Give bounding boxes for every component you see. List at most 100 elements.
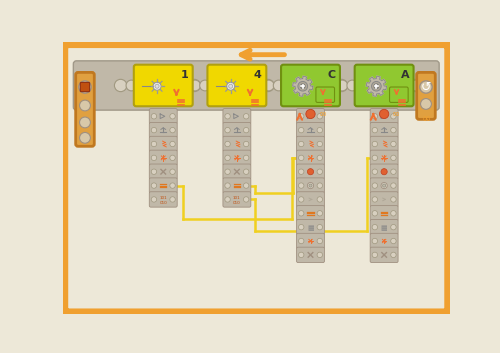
Circle shape <box>372 183 378 188</box>
FancyBboxPatch shape <box>370 164 398 179</box>
FancyBboxPatch shape <box>370 122 398 138</box>
Circle shape <box>298 183 304 188</box>
Circle shape <box>298 155 304 161</box>
Circle shape <box>151 155 156 161</box>
FancyBboxPatch shape <box>296 220 324 235</box>
Circle shape <box>274 80 284 91</box>
Circle shape <box>80 117 90 128</box>
Circle shape <box>317 114 322 119</box>
Circle shape <box>244 197 249 202</box>
FancyBboxPatch shape <box>150 122 177 138</box>
Polygon shape <box>366 76 386 96</box>
Circle shape <box>298 225 304 230</box>
FancyBboxPatch shape <box>150 192 177 207</box>
Circle shape <box>390 155 396 161</box>
Circle shape <box>317 127 322 133</box>
Text: C: C <box>328 70 336 80</box>
Circle shape <box>390 211 396 216</box>
Circle shape <box>381 183 387 189</box>
Circle shape <box>390 169 396 174</box>
Circle shape <box>390 225 396 230</box>
FancyBboxPatch shape <box>296 178 324 193</box>
Text: 101
010: 101 010 <box>233 196 241 204</box>
FancyBboxPatch shape <box>76 72 94 146</box>
Circle shape <box>228 84 232 88</box>
Circle shape <box>409 79 422 92</box>
Circle shape <box>308 183 314 189</box>
FancyBboxPatch shape <box>223 164 251 179</box>
Circle shape <box>170 141 175 147</box>
Circle shape <box>372 114 378 119</box>
FancyBboxPatch shape <box>296 136 324 152</box>
Circle shape <box>151 197 156 202</box>
Circle shape <box>188 79 200 92</box>
Circle shape <box>263 80 274 91</box>
Circle shape <box>170 197 175 202</box>
Circle shape <box>170 169 175 174</box>
FancyBboxPatch shape <box>370 205 398 221</box>
Circle shape <box>390 238 396 244</box>
Circle shape <box>298 127 304 133</box>
FancyBboxPatch shape <box>370 150 398 166</box>
FancyBboxPatch shape <box>150 178 177 193</box>
Circle shape <box>372 127 378 133</box>
Circle shape <box>126 80 137 91</box>
FancyBboxPatch shape <box>64 44 448 313</box>
FancyBboxPatch shape <box>416 72 436 119</box>
Circle shape <box>151 141 156 147</box>
FancyBboxPatch shape <box>296 150 324 166</box>
Text: ∞: ∞ <box>392 109 400 119</box>
Circle shape <box>306 109 315 119</box>
Circle shape <box>225 169 230 174</box>
Circle shape <box>225 141 230 147</box>
Circle shape <box>151 169 156 174</box>
Circle shape <box>374 84 379 89</box>
FancyBboxPatch shape <box>370 233 398 249</box>
Circle shape <box>225 114 230 119</box>
Circle shape <box>372 197 378 202</box>
Circle shape <box>170 155 175 161</box>
Circle shape <box>78 79 90 92</box>
FancyBboxPatch shape <box>134 65 192 106</box>
Circle shape <box>200 80 210 91</box>
Circle shape <box>420 81 432 93</box>
FancyBboxPatch shape <box>223 192 251 207</box>
FancyBboxPatch shape <box>296 247 324 263</box>
Circle shape <box>317 197 322 202</box>
Circle shape <box>390 141 396 147</box>
Circle shape <box>390 183 396 188</box>
FancyBboxPatch shape <box>390 87 408 102</box>
Circle shape <box>317 183 322 188</box>
Circle shape <box>309 184 312 187</box>
Circle shape <box>170 183 175 188</box>
Circle shape <box>372 82 381 91</box>
Text: ∞: ∞ <box>422 114 430 124</box>
Circle shape <box>151 183 156 188</box>
FancyBboxPatch shape <box>150 150 177 166</box>
Text: ↺: ↺ <box>420 80 431 94</box>
Circle shape <box>317 169 322 174</box>
Circle shape <box>151 114 156 119</box>
Text: A: A <box>400 70 409 80</box>
Circle shape <box>244 114 249 119</box>
FancyBboxPatch shape <box>370 247 398 263</box>
Circle shape <box>317 211 322 216</box>
Circle shape <box>390 114 396 119</box>
FancyBboxPatch shape <box>316 87 334 102</box>
Circle shape <box>337 80 347 91</box>
Circle shape <box>372 252 378 258</box>
Circle shape <box>317 155 322 161</box>
Circle shape <box>390 197 396 202</box>
FancyBboxPatch shape <box>223 136 251 152</box>
Circle shape <box>244 141 249 147</box>
Circle shape <box>114 79 127 92</box>
Circle shape <box>190 80 200 91</box>
Circle shape <box>244 169 249 174</box>
FancyBboxPatch shape <box>370 109 398 124</box>
Circle shape <box>317 141 322 147</box>
Circle shape <box>298 141 304 147</box>
Text: 4: 4 <box>254 70 262 80</box>
FancyBboxPatch shape <box>296 233 324 249</box>
Circle shape <box>298 114 304 119</box>
Text: ∞: ∞ <box>319 109 327 119</box>
